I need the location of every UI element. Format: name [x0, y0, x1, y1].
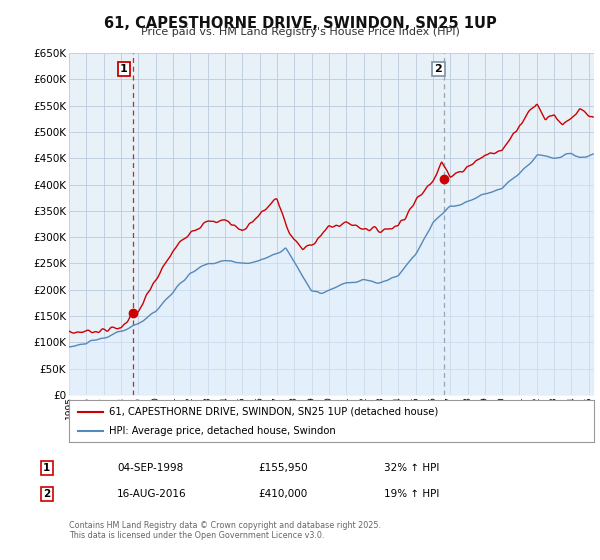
Text: 1: 1 — [43, 463, 50, 473]
Text: 2: 2 — [434, 64, 442, 74]
Text: 04-SEP-1998: 04-SEP-1998 — [117, 463, 183, 473]
Text: £155,950: £155,950 — [258, 463, 308, 473]
Text: 32% ↑ HPI: 32% ↑ HPI — [384, 463, 439, 473]
Text: 61, CAPESTHORNE DRIVE, SWINDON, SN25 1UP (detached house): 61, CAPESTHORNE DRIVE, SWINDON, SN25 1UP… — [109, 407, 439, 417]
Text: 19% ↑ HPI: 19% ↑ HPI — [384, 489, 439, 499]
Text: 61, CAPESTHORNE DRIVE, SWINDON, SN25 1UP: 61, CAPESTHORNE DRIVE, SWINDON, SN25 1UP — [104, 16, 496, 31]
Text: 16-AUG-2016: 16-AUG-2016 — [117, 489, 187, 499]
Text: Contains HM Land Registry data © Crown copyright and database right 2025.
This d: Contains HM Land Registry data © Crown c… — [69, 521, 381, 540]
Text: £410,000: £410,000 — [258, 489, 307, 499]
Text: Price paid vs. HM Land Registry's House Price Index (HPI): Price paid vs. HM Land Registry's House … — [140, 27, 460, 38]
Text: 2: 2 — [43, 489, 50, 499]
Text: HPI: Average price, detached house, Swindon: HPI: Average price, detached house, Swin… — [109, 426, 336, 436]
Text: 1: 1 — [120, 64, 128, 74]
